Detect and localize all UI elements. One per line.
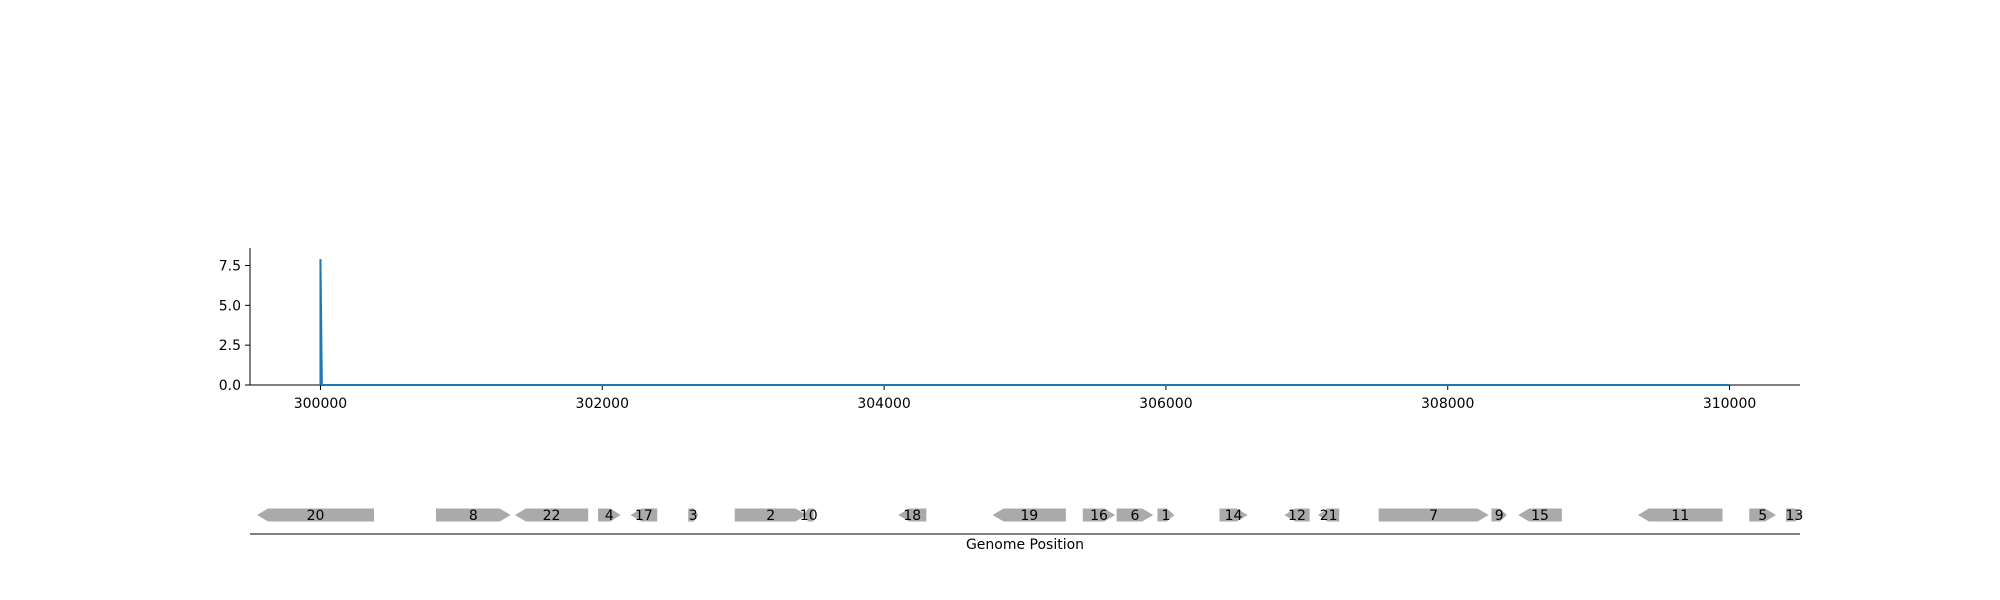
x-tick-label: 308000 (1421, 396, 1474, 412)
signal-panel: 0.0 2.5 5.0 7.5 300000 302000 304000 306000 3080… (219, 248, 1800, 412)
gene-label: 20 (307, 508, 325, 524)
gene-arrow (257, 508, 374, 522)
gene-track-axis-label: Genome Position (966, 537, 1084, 553)
gene-arrow (1318, 508, 1340, 522)
y-tick-label: 5.0 (219, 298, 241, 314)
gene-arrow (688, 508, 699, 522)
gene-label: 1 (1161, 508, 1170, 524)
gene-arrow (898, 508, 927, 522)
gene-label: 7 (1429, 508, 1438, 524)
gene-label: 14 (1225, 508, 1243, 524)
gene-label: 12 (1288, 508, 1306, 524)
gene-arrow (1082, 508, 1116, 522)
gene-label: 15 (1531, 508, 1549, 524)
gene-label: 10 (800, 508, 818, 524)
gene-label: 8 (469, 508, 478, 524)
gene-arrow (1637, 508, 1723, 522)
gene-label: 4 (605, 508, 614, 524)
gene-arrow (1491, 508, 1507, 522)
gene-label: 11 (1671, 508, 1689, 524)
gene-label: 13 (1785, 508, 1803, 524)
gene-arrow (803, 508, 814, 522)
signal-line (319, 259, 1730, 386)
gene-arrow (630, 508, 658, 522)
gene-arrow (1157, 508, 1175, 522)
gene-arrow (598, 508, 621, 522)
gene-label: 2 (766, 508, 775, 524)
gene-label: 5 (1758, 508, 1767, 524)
gene-label: 21 (1320, 508, 1338, 524)
gene-arrow (1749, 508, 1777, 522)
y-tick-label: 7.5 (219, 259, 241, 275)
x-tick-label: 306000 (1139, 396, 1192, 412)
gene-label: 9 (1495, 508, 1504, 524)
x-tick-label: 310000 (1703, 396, 1756, 412)
gene-arrow (1785, 508, 1803, 522)
gene-arrow (1116, 508, 1154, 522)
gene-label: 17 (635, 508, 653, 524)
gene-arrow (734, 508, 807, 522)
gene-track-panel: 20 8 22 4 17 3 2 10 18 19 16 6 1 14 12 21 7 9 15 11 5 13 (250, 508, 1803, 535)
gene-label: 22 (543, 508, 561, 524)
gene-arrow (1284, 508, 1310, 522)
gene-arrow (1378, 508, 1489, 522)
gene-label: 3 (689, 508, 698, 524)
gene-label: 18 (903, 508, 921, 524)
gene-arrow (1219, 508, 1248, 522)
x-tick-label: 304000 (857, 396, 910, 412)
x-tick-label: 302000 (576, 396, 629, 412)
x-tick-label: 300000 (294, 396, 347, 412)
gene-arrow (992, 508, 1066, 522)
gene-arrow (436, 508, 511, 522)
y-tick-label: 2.5 (219, 338, 241, 354)
y-tick-label: 0.0 (219, 378, 241, 394)
gene-label: 6 (1130, 508, 1139, 524)
gene-label: 19 (1020, 508, 1038, 524)
gene-arrow (514, 508, 589, 522)
gene-arrow (1518, 508, 1562, 522)
gene-label: 16 (1090, 508, 1108, 524)
